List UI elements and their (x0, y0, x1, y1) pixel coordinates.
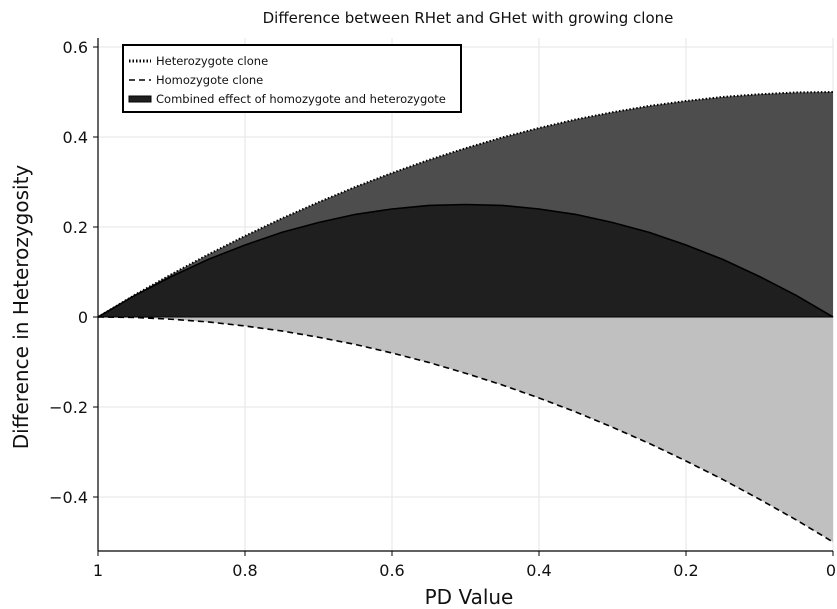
y-tick-labels: 0.6 0.4 0.2 0 −0.2 −0.4 (49, 38, 98, 507)
y-tick-label: −0.2 (49, 398, 88, 417)
x-tick-label: 0 (826, 561, 836, 580)
x-tick-label: 0.4 (526, 561, 551, 580)
y-tick-label: 0.4 (63, 128, 88, 147)
chart-title: Difference between RHet and GHet with gr… (263, 9, 674, 27)
x-axis-label: PD Value (425, 585, 514, 609)
legend-label: Combined effect of homozygote and hetero… (156, 92, 446, 106)
x-tick-label: 0.2 (673, 561, 698, 580)
y-axis-label: Difference in Heterozygosity (9, 165, 33, 450)
legend-label: Heterozygote clone (156, 54, 268, 68)
x-tick-label: 0.6 (379, 561, 404, 580)
line-homozygote-clone (97, 316, 834, 543)
x-tick-label: 1 (93, 561, 103, 580)
series-lines (97, 91, 834, 543)
y-tick-label: 0 (78, 308, 88, 327)
legend-label: Homozygote clone (156, 73, 263, 87)
line-heterozygote-clone (97, 91, 834, 318)
legend-box (122, 44, 462, 113)
x-tick-label: 0.8 (232, 561, 257, 580)
legend: Heterozygote clone Homozygote clone Combin… (122, 44, 462, 113)
area-homozygote-clone (98, 317, 833, 542)
axes (97, 38, 833, 552)
line-combined-effect-of-homozygote-and-heterozygote (97, 203, 834, 318)
legend-swatch (128, 95, 152, 103)
y-tick-label: 0.2 (63, 218, 88, 237)
y-tick-label: −0.4 (49, 488, 88, 507)
x-tick-labels: 1 0.8 0.6 0.4 0.2 0 (93, 551, 836, 580)
y-tick-label: 0.6 (63, 38, 88, 57)
